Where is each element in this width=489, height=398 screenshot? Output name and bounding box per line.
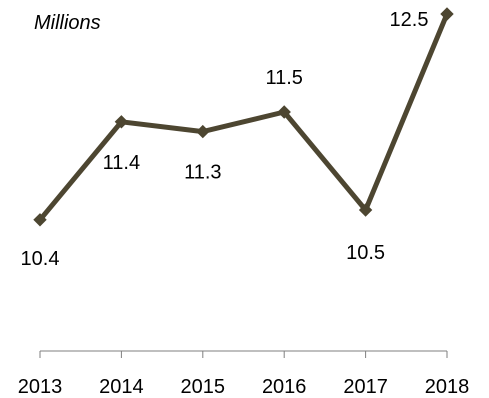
data-label: 11.5 xyxy=(265,67,302,89)
data-point-marker xyxy=(33,213,47,227)
data-point-marker xyxy=(114,115,129,129)
data-labels: 10.4 11.4 11.3 11.5 10.5 12.5 xyxy=(21,9,429,270)
data-label: 10.4 xyxy=(21,248,60,270)
x-tick-label: 2015 xyxy=(181,376,226,398)
data-label: 10.5 xyxy=(346,242,385,264)
y-unit-label: Millions xyxy=(34,12,101,34)
x-tick-label: 2017 xyxy=(343,376,388,398)
x-tick-label: 2014 xyxy=(99,376,144,398)
x-tick-label: 2018 xyxy=(425,376,470,398)
series-group xyxy=(33,7,454,227)
x-axis: 2013 2014 2015 2016 2017 2018 xyxy=(18,350,470,398)
data-point-marker xyxy=(196,124,210,139)
data-label: 11.3 xyxy=(184,162,221,184)
data-label: 11.4 xyxy=(103,152,140,174)
data-point-marker xyxy=(277,105,291,119)
x-tick-label: 2013 xyxy=(18,376,63,398)
data-point-marker xyxy=(358,203,373,217)
data-point-marker xyxy=(440,7,454,21)
data-label: 12.5 xyxy=(390,9,429,31)
x-tick-label: 2016 xyxy=(262,376,307,398)
series-line xyxy=(37,11,450,223)
